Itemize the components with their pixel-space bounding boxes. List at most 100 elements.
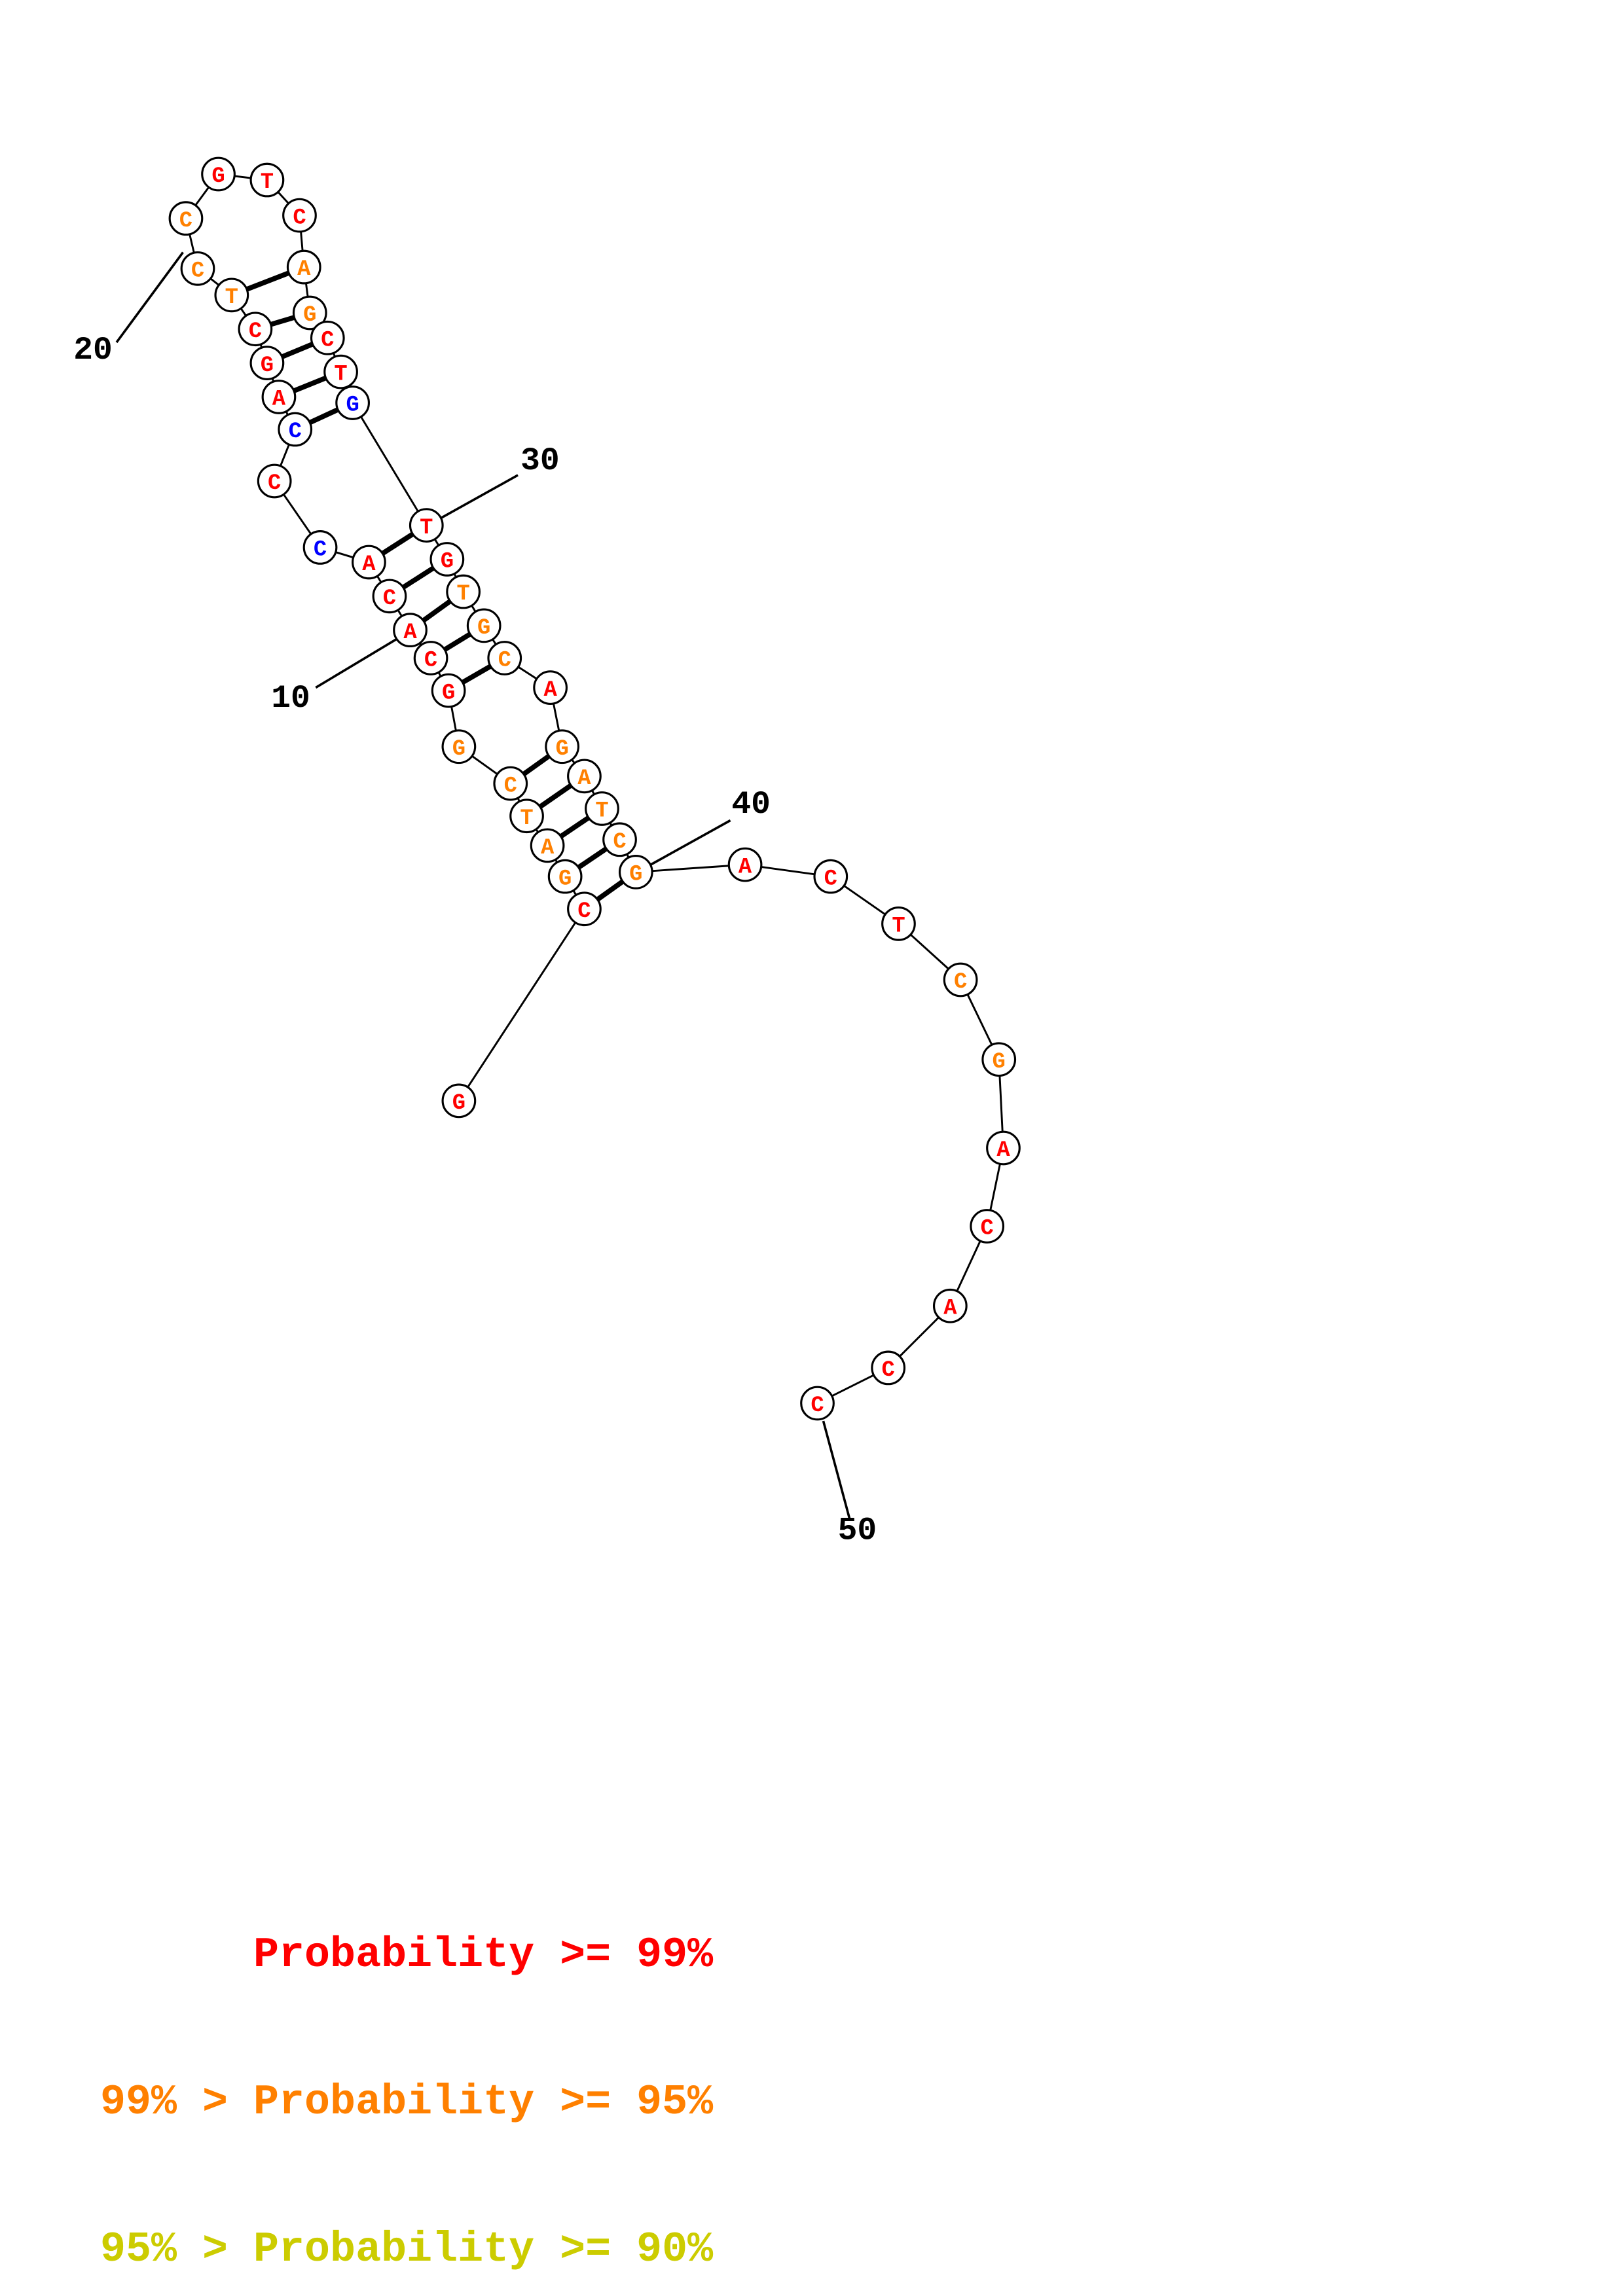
base-letter: A xyxy=(943,1296,957,1321)
residue-4-A: A xyxy=(530,828,565,863)
base-letter: C xyxy=(314,538,327,563)
residue-41-A: A xyxy=(727,847,763,882)
residue-11-C: C xyxy=(372,579,407,614)
base-letter: G xyxy=(993,1050,1006,1075)
residue-circle xyxy=(509,798,544,834)
base-letter: A xyxy=(577,766,591,791)
residue-24-C: C xyxy=(282,198,317,233)
base-letter: A xyxy=(543,678,557,703)
base-letter: C xyxy=(424,649,437,673)
residue-14-C: C xyxy=(257,463,292,499)
residue-circle xyxy=(487,641,522,675)
base-letter: G xyxy=(555,737,568,762)
leader-line-30 xyxy=(440,474,519,519)
residue-circle xyxy=(278,412,313,447)
residue-27-C: C xyxy=(310,320,345,355)
base-letter: C xyxy=(179,209,192,234)
leader-line-50 xyxy=(822,1420,851,1520)
residue-circle xyxy=(567,759,602,794)
residue-28-T: T xyxy=(323,354,358,389)
label-leader-lines xyxy=(115,251,851,1520)
residue-circle xyxy=(323,354,358,389)
residue-13-C: C xyxy=(302,530,338,565)
base-letter: T xyxy=(595,799,608,824)
base-letter: C xyxy=(191,259,204,283)
base-letter: G xyxy=(442,681,455,706)
residue-47-C: C xyxy=(970,1209,1005,1244)
residue-29-G: G xyxy=(335,386,370,420)
residue-48-A: A xyxy=(932,1288,968,1323)
base-letter: G xyxy=(346,393,359,418)
base-letter: C xyxy=(383,586,396,611)
base-letter: C xyxy=(293,206,306,230)
base-letter: T xyxy=(892,914,905,939)
residue-50-C: C xyxy=(800,1386,835,1421)
residue-46-A: A xyxy=(986,1130,1021,1166)
residue-7-G: G xyxy=(441,729,477,764)
residue-circle xyxy=(800,1386,835,1421)
base-letter: A xyxy=(739,855,752,880)
residue-circle xyxy=(441,1083,477,1119)
base-letter: A xyxy=(362,552,376,577)
residue-42-C: C xyxy=(813,859,848,894)
residue-circle xyxy=(413,641,448,675)
legend-row-p95: 99% > Probability >= 95% xyxy=(100,2078,714,2126)
base-letter: C xyxy=(249,319,262,344)
sequence-number-10: 10 xyxy=(271,680,310,717)
residue-36-G: G xyxy=(545,729,580,764)
residue-18-C: C xyxy=(238,312,273,347)
residue-circle xyxy=(466,608,501,643)
base-letter: C xyxy=(613,830,626,855)
residue-circle xyxy=(429,542,465,577)
residue-circle xyxy=(932,1288,968,1323)
base-letter: C xyxy=(577,899,591,924)
residue-circle xyxy=(335,386,370,420)
residue-6-C: C xyxy=(493,766,528,801)
base-letter: G xyxy=(303,303,316,328)
residue-17-G: G xyxy=(249,346,285,380)
backbone-segment xyxy=(636,863,746,873)
residue-circle xyxy=(302,530,338,565)
leader-line-40 xyxy=(649,819,731,866)
residue-circle xyxy=(282,198,317,233)
residue-circle xyxy=(201,156,236,192)
residue-circle xyxy=(813,859,848,894)
residue-40-G: G xyxy=(618,855,653,889)
base-letter: G xyxy=(558,867,572,891)
residue-circle xyxy=(310,320,345,355)
base-letter: T xyxy=(420,516,433,541)
residue-circle xyxy=(257,463,292,499)
base-letter: C xyxy=(981,1217,994,1242)
residue-25-A: A xyxy=(286,249,321,285)
base-letter: C xyxy=(882,1358,895,1383)
residue-circle xyxy=(545,729,580,764)
residue-circle xyxy=(986,1130,1021,1166)
base-letter: G xyxy=(477,616,490,641)
residue-circle xyxy=(981,1042,1017,1077)
residue-22-G: G xyxy=(201,156,236,192)
residue-3-G: G xyxy=(547,859,583,894)
residue-circle xyxy=(881,906,916,941)
residue-circle xyxy=(547,859,583,894)
backbone-segment xyxy=(458,908,585,1102)
residue-8-G: G xyxy=(431,673,466,708)
residue-44-C: C xyxy=(943,962,978,997)
residue-circle xyxy=(727,847,763,882)
base-letter: G xyxy=(441,550,454,575)
residue-12-A: A xyxy=(352,545,386,580)
base-letter: G xyxy=(211,164,225,189)
residue-26-G: G xyxy=(292,295,327,331)
residue-15-C: C xyxy=(278,412,313,447)
residue-33-G: G xyxy=(466,608,501,643)
base-letter: G xyxy=(261,353,274,378)
base-letter: A xyxy=(272,387,286,412)
basepair-bonds xyxy=(230,264,638,911)
residue-45-G: G xyxy=(981,1042,1017,1077)
sequence-number-40: 40 xyxy=(731,786,771,823)
base-letter: C xyxy=(811,1393,824,1418)
residue-circle xyxy=(249,162,285,198)
residue-circle xyxy=(441,729,477,764)
